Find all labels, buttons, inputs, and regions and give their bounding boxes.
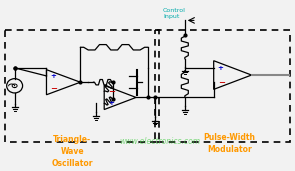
Text: +: + bbox=[218, 65, 224, 71]
Text: Triangle-
Wave
Oscillator: Triangle- Wave Oscillator bbox=[52, 135, 93, 168]
Text: Pulse-Width
Modulator: Pulse-Width Modulator bbox=[204, 133, 255, 154]
Text: www.electronics.com: www.electronics.com bbox=[119, 137, 201, 146]
Text: +: + bbox=[50, 73, 56, 79]
Text: −: − bbox=[108, 87, 115, 96]
Text: −: − bbox=[50, 84, 58, 93]
Text: +: + bbox=[108, 101, 114, 107]
Bar bbox=[155, 30, 290, 142]
Text: Control
Input: Control Input bbox=[163, 8, 186, 19]
Text: −: − bbox=[218, 78, 225, 87]
Bar bbox=[5, 30, 159, 142]
